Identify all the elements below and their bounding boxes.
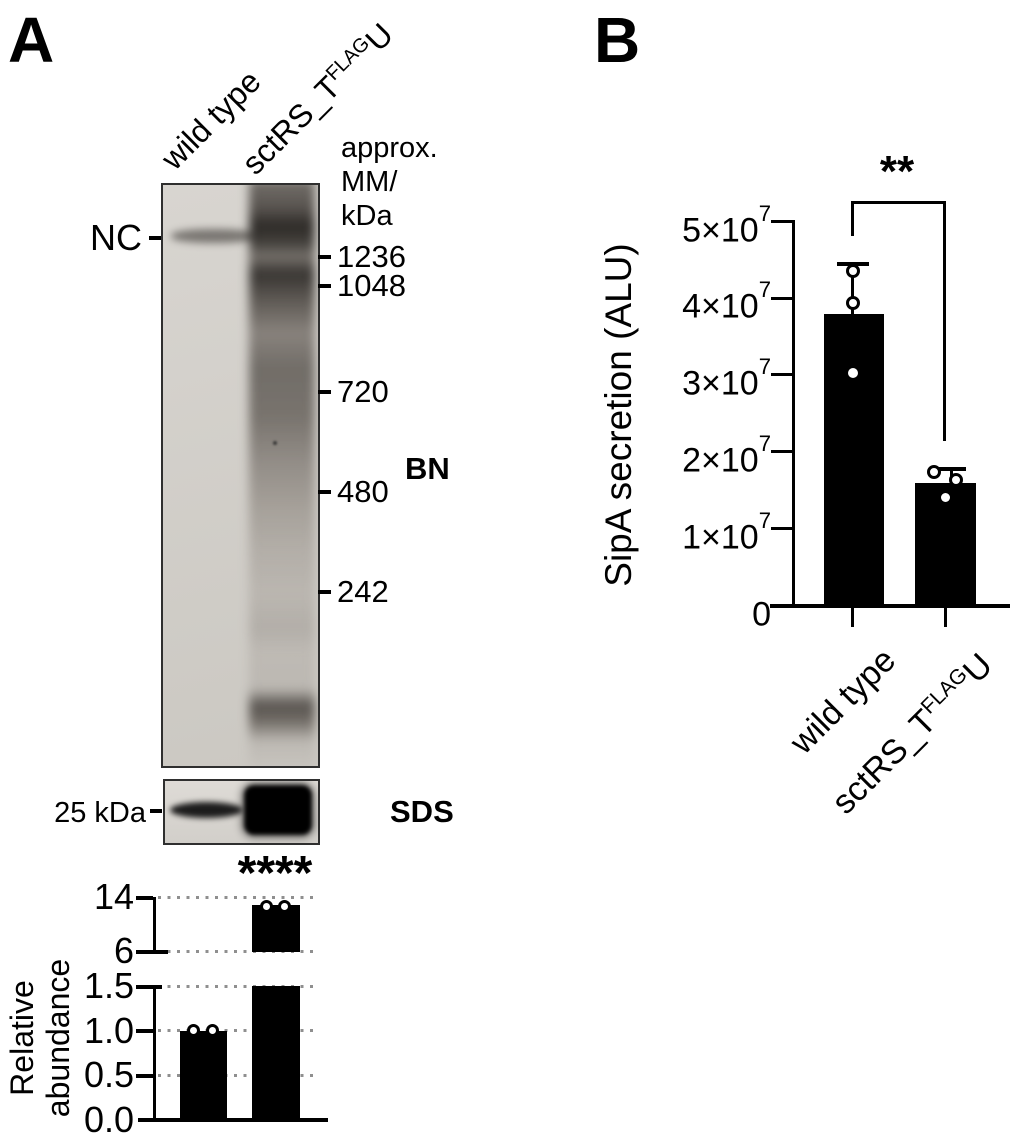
abundance-point-mutant-2	[278, 900, 291, 913]
abundance-lower-yaxis	[153, 985, 156, 1121]
sds-wt-band	[170, 802, 243, 818]
sds-gel-tag: SDS	[390, 794, 454, 829]
molecular-mass-header: approx. MM/ kDa	[341, 132, 438, 232]
bn-blot-image	[161, 183, 320, 768]
marker-tick-720	[318, 390, 331, 394]
marker-label-1236: 1236	[337, 239, 406, 274]
sds-blot-image	[163, 779, 320, 845]
abundance-tick-6	[136, 950, 168, 954]
nc-dash	[149, 236, 162, 240]
sipa-xlabel-mutant: sctRS_TFLAGU	[824, 646, 1001, 822]
abundance-point-wt-1	[187, 1024, 200, 1037]
abundance-tick-1_5	[136, 985, 162, 989]
marker-label-720: 720	[337, 374, 389, 409]
panel-a-significance-stars: ****	[237, 847, 313, 900]
sds-mutant-band	[244, 785, 312, 835]
abundance-ylabel-6: 6	[113, 930, 134, 971]
abundance-point-wt-2	[206, 1024, 219, 1037]
sipa-tickmark-5e7	[771, 220, 793, 223]
abundance-xaxis	[138, 1118, 328, 1122]
abundance-ylabel-14: 14	[93, 876, 134, 917]
sipa-point-mut-1	[927, 465, 941, 479]
sipa-point-wt-3	[848, 368, 858, 378]
sipa-ytick-4e7: 4×107	[682, 277, 771, 326]
gridline-1_5	[158, 985, 318, 988]
sipa-point-wt-1	[846, 264, 860, 278]
abundance-ylabel-1_5: 1.5	[83, 965, 134, 1006]
sds-marker-dash	[150, 809, 162, 813]
marker-label-242: 242	[337, 574, 389, 609]
sipa-tickmark-1e7	[771, 527, 793, 530]
gridline-14	[158, 896, 318, 899]
abundance-tick-1_0	[136, 1029, 153, 1033]
sipa-ytick-5e7: 5×107	[682, 201, 771, 250]
sipa-xaxis	[770, 604, 1010, 608]
sipa-ytick-0: 0	[752, 595, 771, 634]
marker-tick-1048	[318, 284, 331, 288]
sipa-bar-mutant	[915, 483, 976, 604]
sipa-bar-wild-type	[824, 314, 884, 604]
sipa-tickmark-3e7	[771, 373, 793, 376]
abundance-bar-mutant-upper	[252, 905, 300, 952]
abundance-bar-wild-type	[180, 1031, 227, 1119]
panel-a-label: A	[8, 4, 55, 76]
abundance-ylabel-0_0: 0.0	[83, 1099, 134, 1134]
sipa-point-mut-2	[949, 473, 963, 487]
gridline-0_5	[158, 1074, 318, 1077]
abundance-ylabel-0_5: 0.5	[83, 1054, 134, 1095]
marker-label-480: 480	[337, 474, 389, 509]
sipa-point-wt-2	[846, 296, 860, 310]
bn-blot-speck	[273, 441, 277, 445]
abundance-point-mutant-1	[260, 900, 273, 913]
abundance-tick-14	[136, 896, 153, 900]
sipa-ytick-2e7: 2×107	[682, 431, 771, 480]
abundance-bar-mutant-lower	[252, 986, 300, 1119]
sig-bracket-right-leg	[943, 201, 946, 441]
gridline-6	[158, 950, 318, 953]
sipa-ytick-1e7: 1×107	[682, 508, 771, 557]
abundance-upper-yaxis	[153, 897, 156, 953]
sipa-xtick-mut	[944, 607, 947, 627]
sipa-errorbar-wt-cap	[837, 262, 869, 266]
sipa-point-mut-3	[941, 493, 950, 502]
bn-gel-tag: BN	[405, 451, 450, 486]
abundance-tick-0_5	[136, 1074, 153, 1078]
abundance-ylabel-1_0: 1.0	[83, 1010, 134, 1051]
marker-tick-1236	[318, 255, 331, 259]
bn-mutant-lane-smear	[249, 185, 315, 766]
sipa-xtick-wt	[851, 607, 854, 627]
marker-tick-480	[318, 490, 331, 494]
sig-bracket-top	[851, 201, 946, 204]
sds-marker-label: 25 kDa	[54, 797, 146, 829]
sipa-errorbar-mut-cap	[936, 467, 966, 471]
sipa-tickmark-2e7	[771, 450, 793, 453]
sig-bracket-left-leg	[851, 201, 854, 236]
sipa-yaxis	[792, 220, 795, 607]
marker-label-1048: 1048	[337, 268, 406, 303]
sipa-tickmark-4e7	[771, 297, 793, 300]
nc-band-label: NC	[90, 217, 142, 258]
sipa-ytick-3e7: 3×107	[682, 354, 771, 403]
panel-b-label: B	[594, 4, 641, 76]
panel-b-significance-stars: **	[879, 147, 915, 196]
gridline-1_0	[158, 1029, 318, 1032]
sipa-errorbar-wt-line	[851, 264, 854, 314]
bn-wt-nc-band	[171, 229, 257, 243]
sipa-ylabel: SipA secretion (ALU)	[598, 243, 639, 587]
marker-tick-242	[318, 590, 331, 594]
